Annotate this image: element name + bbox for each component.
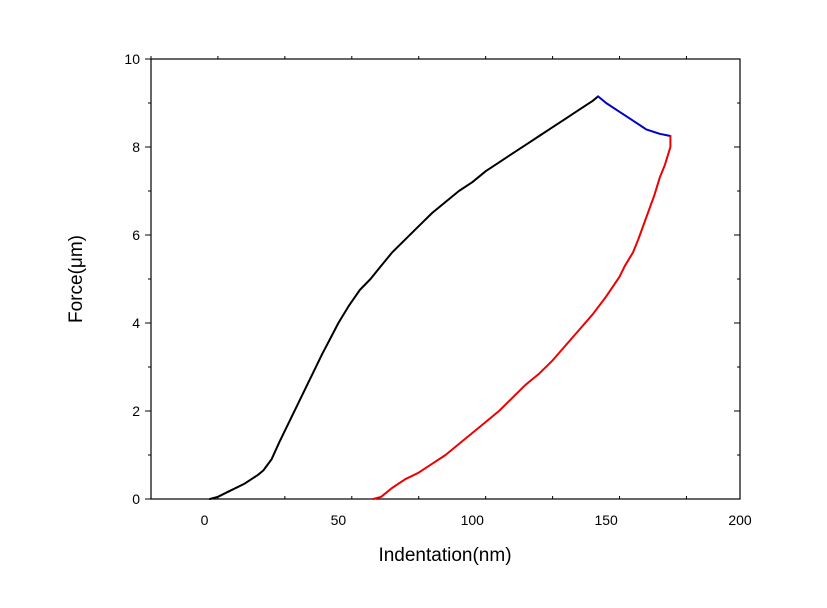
x-tick-label: 150 bbox=[594, 512, 618, 528]
x-axis-title: Indentation(nm) bbox=[378, 545, 511, 566]
tick-labels: 0 50 100 150 200 0 2 4 6 8 10 bbox=[124, 51, 751, 528]
series-line-loading bbox=[208, 95, 600, 500]
tick-marks bbox=[145, 56, 740, 500]
y-tick-label: 10 bbox=[124, 51, 140, 67]
y-tick-label: 4 bbox=[132, 315, 140, 331]
series-line-hold bbox=[597, 95, 672, 137]
x-tick-label: 0 bbox=[201, 512, 209, 528]
plot-frame bbox=[150, 58, 741, 500]
series-lines bbox=[208, 95, 672, 500]
x-tick-label: 100 bbox=[461, 512, 485, 528]
y-tick-label: 0 bbox=[132, 491, 140, 507]
y-tick-label: 8 bbox=[132, 139, 140, 155]
x-tick-label: 200 bbox=[728, 512, 752, 528]
x-tick-label: 50 bbox=[331, 512, 347, 528]
y-axis-title: Force(μm) bbox=[66, 235, 87, 323]
y-tick-label: 2 bbox=[132, 403, 140, 419]
series-line-unloading bbox=[372, 135, 672, 500]
y-tick-label: 6 bbox=[132, 227, 140, 243]
